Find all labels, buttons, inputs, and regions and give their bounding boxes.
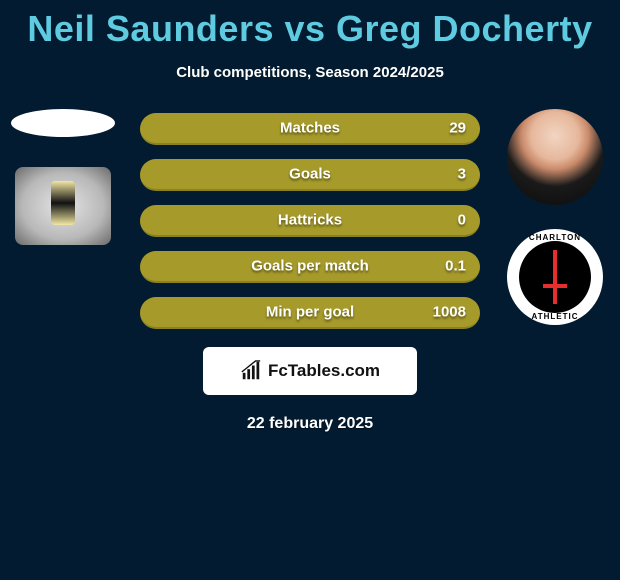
stat-value: 0.1 <box>445 258 466 275</box>
player-photo-icon <box>507 109 603 205</box>
club-badge-inner-icon <box>519 241 591 313</box>
source-logo: FcTables.com <box>203 347 417 395</box>
stat-label: Matches <box>280 120 340 137</box>
page-title: Neil Saunders vs Greg Docherty <box>0 0 620 50</box>
player-placeholder-icon <box>11 109 115 137</box>
right-player-column: CHARLTON ATHLETIC <box>500 109 610 325</box>
stat-bar-hattricks: Hattricks 0 <box>140 205 480 237</box>
stat-label: Hattricks <box>278 212 342 229</box>
stat-label: Min per goal <box>266 304 354 321</box>
subtitle: Club competitions, Season 2024/2025 <box>0 64 620 81</box>
bar-chart-icon <box>240 360 262 382</box>
stats-bars: Matches 29 Goals 3 Hattricks 0 Goals per… <box>140 113 480 329</box>
stat-bar-min-per-goal: Min per goal 1008 <box>140 297 480 329</box>
stat-value: 0 <box>458 212 466 229</box>
stat-label: Goals per match <box>251 258 369 275</box>
stat-label: Goals <box>289 166 331 183</box>
left-player-column <box>8 109 118 245</box>
club-crest-left-icon <box>15 167 111 245</box>
comparison-content: CHARLTON ATHLETIC Matches 29 Goals 3 Hat… <box>0 113 620 433</box>
stat-value: 1008 <box>433 304 466 321</box>
stat-bar-goals: Goals 3 <box>140 159 480 191</box>
stat-bar-matches: Matches 29 <box>140 113 480 145</box>
snapshot-date: 22 february 2025 <box>0 415 620 433</box>
stat-value: 3 <box>458 166 466 183</box>
club-badge-text-bottom: ATHLETIC <box>507 312 603 321</box>
sword-icon <box>553 250 557 304</box>
brand-text: FcTables.com <box>268 361 380 381</box>
stat-bar-goals-per-match: Goals per match 0.1 <box>140 251 480 283</box>
stat-value: 29 <box>449 120 466 137</box>
club-crest-right-icon: CHARLTON ATHLETIC <box>507 229 603 325</box>
